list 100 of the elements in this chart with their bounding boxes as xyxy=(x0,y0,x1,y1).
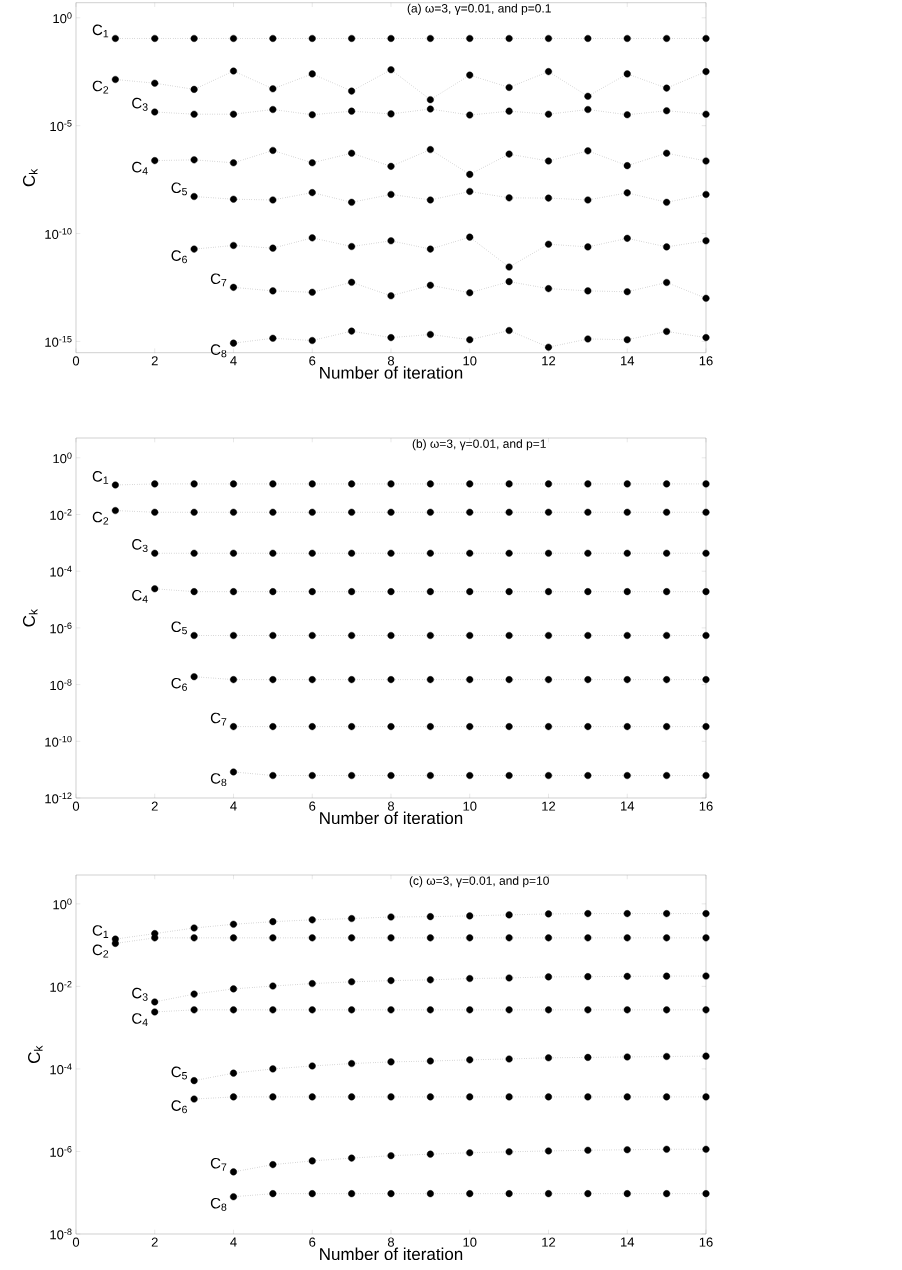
point xyxy=(466,1093,474,1101)
point xyxy=(269,196,277,204)
point xyxy=(545,723,552,731)
point xyxy=(505,1148,513,1156)
point xyxy=(702,588,710,596)
point xyxy=(466,1149,474,1157)
point xyxy=(663,723,671,731)
point xyxy=(584,1146,592,1154)
point xyxy=(623,588,631,596)
series-label: C$_{6}$ xyxy=(171,1100,187,1114)
point xyxy=(466,336,474,344)
point xyxy=(426,631,434,639)
point xyxy=(584,243,592,251)
point xyxy=(348,1006,356,1014)
point xyxy=(269,244,277,252)
point xyxy=(505,1093,513,1101)
point xyxy=(426,976,434,984)
point xyxy=(466,289,474,297)
x-tick-label: 2 xyxy=(151,801,158,811)
point xyxy=(348,508,356,516)
point xyxy=(348,107,356,115)
point xyxy=(623,234,631,242)
chart-title: (c) ω=3, γ=0.01, and p=10 xyxy=(409,876,549,888)
point xyxy=(584,287,592,295)
point xyxy=(269,1093,277,1101)
point xyxy=(545,1147,552,1155)
point xyxy=(702,676,710,684)
point xyxy=(505,974,513,982)
point xyxy=(623,288,631,296)
x-tick-label: 10 xyxy=(463,801,477,811)
point xyxy=(584,588,592,596)
point xyxy=(230,1069,237,1077)
point xyxy=(387,1006,395,1014)
point xyxy=(308,549,316,557)
point xyxy=(387,66,395,74)
point xyxy=(426,34,434,42)
point xyxy=(230,110,237,118)
point xyxy=(702,190,710,198)
point xyxy=(230,1006,237,1014)
point xyxy=(190,1077,198,1085)
y-tick-label: 10$^{0}$ xyxy=(53,12,72,24)
y-tick-label: 10$^{0}$ xyxy=(53,898,72,910)
series-label: C$_{4}$ xyxy=(132,1013,148,1026)
point xyxy=(545,1093,552,1101)
point xyxy=(584,1190,592,1198)
point xyxy=(387,676,395,684)
point xyxy=(505,1006,513,1014)
point xyxy=(623,631,631,639)
point xyxy=(623,1146,631,1154)
x-tick-label: 12 xyxy=(542,1237,556,1247)
point xyxy=(348,1093,356,1101)
x-tick-label: 10 xyxy=(463,356,477,366)
point xyxy=(348,1154,356,1162)
point xyxy=(190,193,198,201)
point xyxy=(426,676,434,684)
point xyxy=(190,549,198,557)
point xyxy=(269,1065,277,1073)
series-label: C$_{3}$ xyxy=(132,987,148,1001)
point xyxy=(623,1190,631,1198)
point xyxy=(230,195,237,203)
series-label: C$_{6}$ xyxy=(171,250,187,264)
point xyxy=(545,480,552,488)
point xyxy=(230,549,237,557)
point xyxy=(663,84,671,92)
point xyxy=(663,243,671,251)
point xyxy=(230,508,237,516)
y-tick-label: 10$^{-15}$ xyxy=(45,336,72,347)
point xyxy=(151,79,159,87)
point xyxy=(308,1062,316,1070)
point xyxy=(151,34,159,42)
point xyxy=(663,588,671,596)
point xyxy=(545,934,552,942)
point xyxy=(702,910,710,918)
point xyxy=(702,1006,710,1014)
x-tick-label: 8 xyxy=(387,356,395,366)
x-tick-label: 16 xyxy=(699,801,713,811)
point xyxy=(190,990,198,998)
series-label: C$_{5}$ xyxy=(171,182,187,196)
point xyxy=(623,1053,631,1061)
point xyxy=(190,631,198,639)
point xyxy=(308,934,316,942)
point xyxy=(702,110,710,118)
point xyxy=(505,107,513,115)
point xyxy=(702,294,710,302)
point xyxy=(269,934,277,942)
point xyxy=(387,110,395,118)
point xyxy=(702,1145,710,1153)
point xyxy=(426,96,434,104)
point xyxy=(623,934,631,942)
x-tick-label: 2 xyxy=(151,1237,158,1247)
point xyxy=(308,631,316,639)
point xyxy=(190,934,198,942)
point xyxy=(663,910,671,918)
point xyxy=(623,480,631,488)
point xyxy=(348,327,356,335)
point xyxy=(308,916,316,924)
x-tick-label: 4 xyxy=(230,801,237,811)
point xyxy=(545,772,552,780)
point xyxy=(230,676,237,684)
x-tick-label: 8 xyxy=(387,801,395,811)
